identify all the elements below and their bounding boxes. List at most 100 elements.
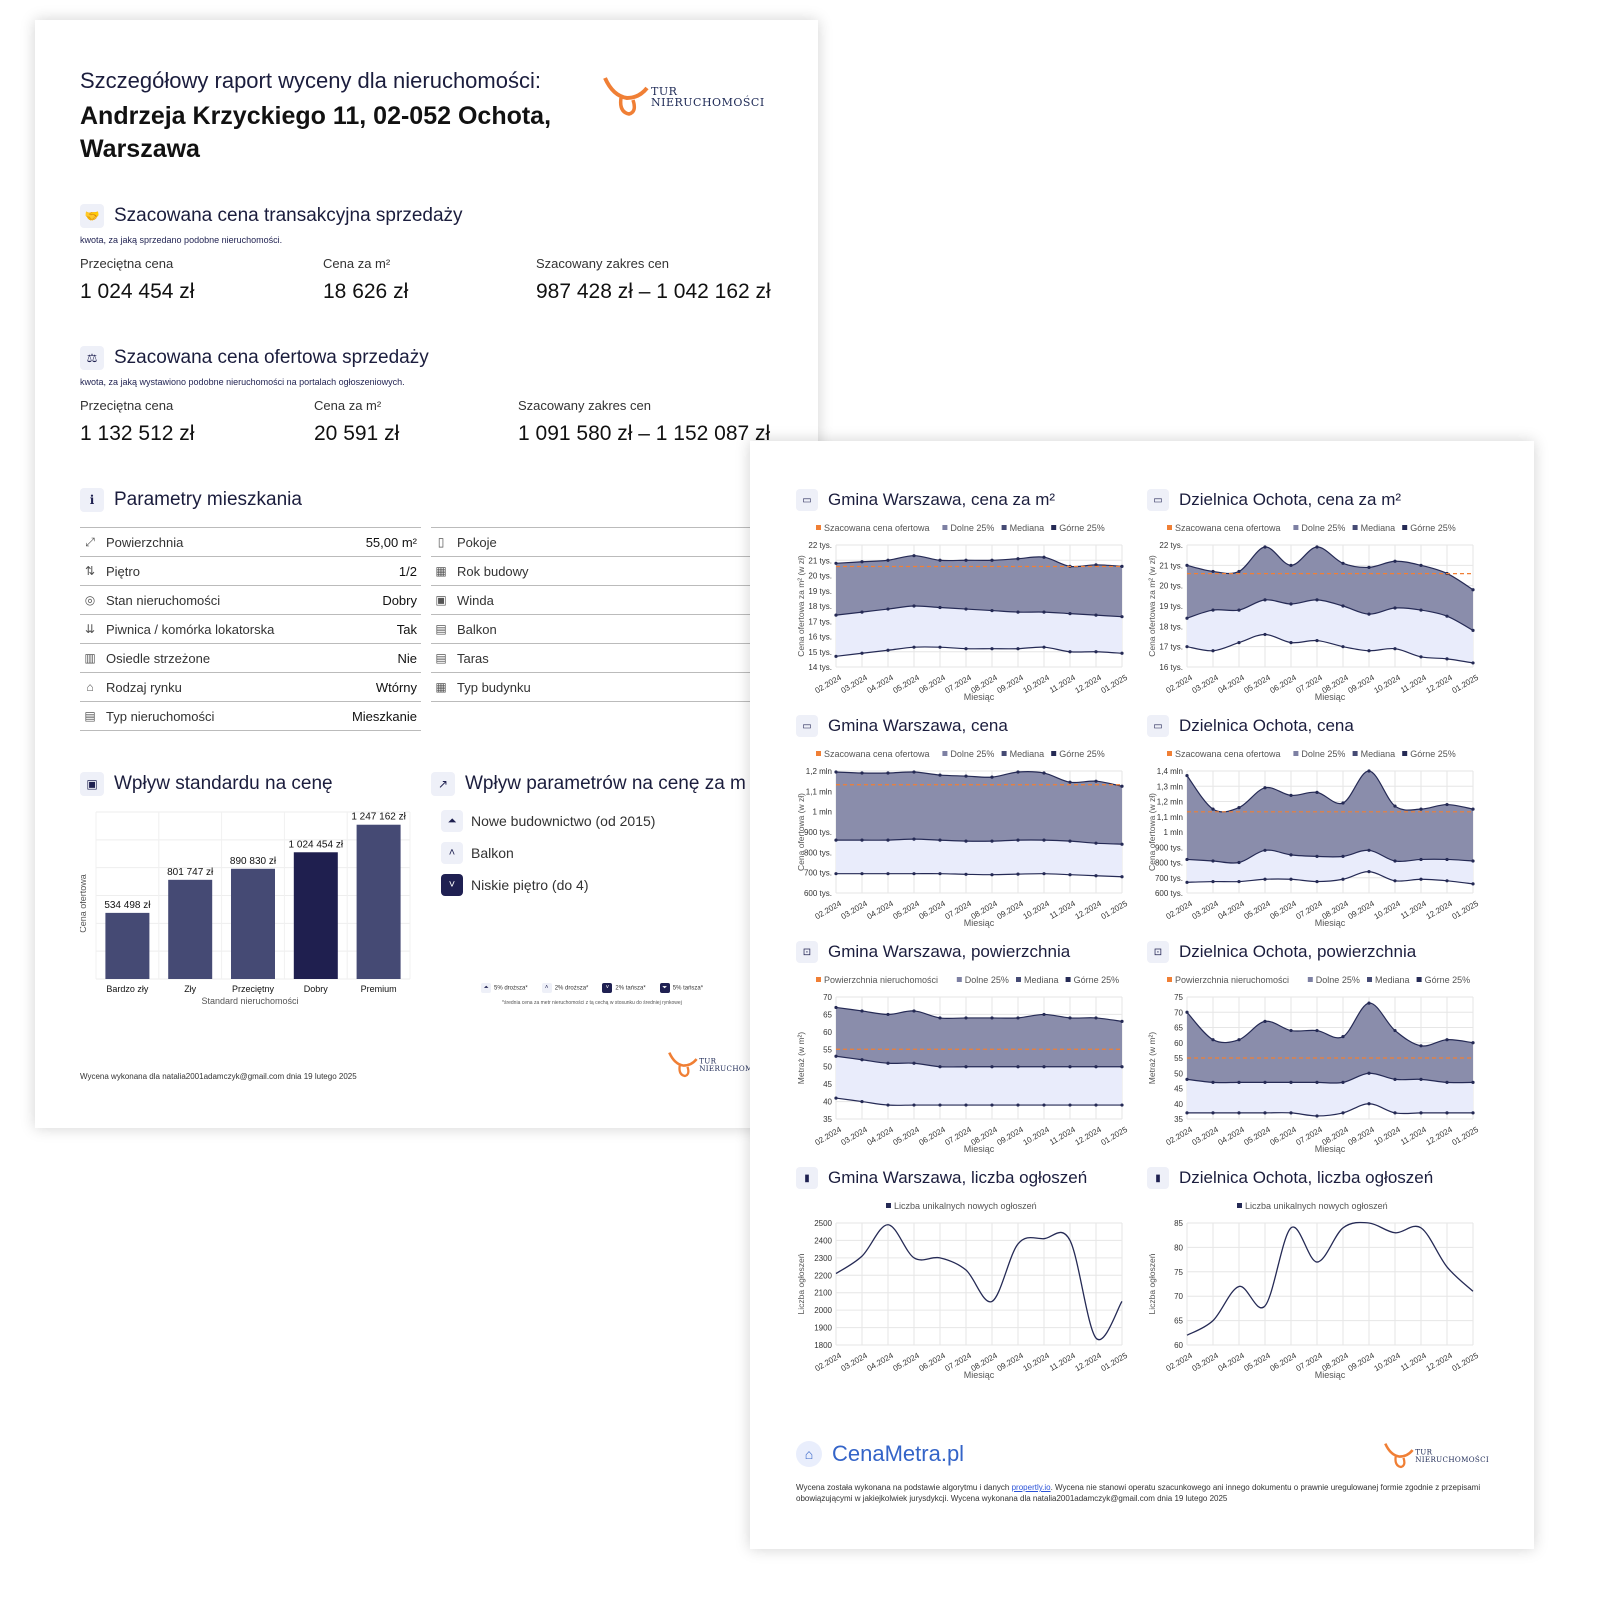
band-upper	[836, 1007, 1122, 1067]
data-point	[938, 838, 942, 842]
x-tick-label: 12.2024	[1424, 1125, 1454, 1148]
y-axis-label: Cena ofertowa (w zł)	[1147, 793, 1157, 871]
building-icon: ▦	[435, 680, 447, 694]
data-point	[1315, 879, 1319, 884]
legend-marker	[1293, 751, 1299, 756]
y-tick-label: 1 mln	[1163, 828, 1183, 837]
data-point	[1341, 645, 1345, 649]
transaction-m2-label: Cena za m²	[323, 256, 391, 271]
transaction-avg-label: Przeciętna cena	[80, 256, 174, 271]
data-point	[1237, 1038, 1241, 1042]
data-point	[1016, 557, 1020, 561]
x-tick-label: 04.2024	[1216, 899, 1246, 922]
data-point	[1042, 555, 1046, 559]
y-tick-label: 2200	[814, 1271, 832, 1280]
data-point	[938, 773, 942, 777]
y-tick-label: 16 tys.	[808, 633, 832, 642]
data-point	[1315, 1114, 1319, 1118]
condition-icon: ◎	[84, 593, 96, 607]
chart-title-c7: ▮ Gmina Warszawa, liczba ogłoszeń	[796, 1167, 1087, 1189]
x-tick-label: 01.2025	[1099, 673, 1129, 696]
floorplan-icon: ⊡	[1147, 941, 1169, 963]
y-tick-label: 65	[1174, 1024, 1183, 1033]
disclaimer: Wycena została wykonana na podstawie alg…	[796, 1483, 1481, 1503]
data-point	[1393, 1111, 1397, 1115]
band-lower	[836, 605, 1122, 657]
band-lower	[1187, 1073, 1473, 1116]
chart-c6: Powierzchnia nieruchomości Dolne 25% Media…	[1147, 975, 1480, 1154]
data-point	[1471, 1080, 1475, 1084]
floor-icon: ⇅	[84, 564, 96, 578]
data-point	[964, 1065, 968, 1069]
legend-label: Mediana	[1361, 523, 1396, 533]
y-tick-label: 17 tys.	[808, 617, 832, 626]
data-point	[1237, 879, 1241, 884]
y-tick-label: 1,1 mln	[806, 787, 832, 796]
data-point	[990, 775, 994, 779]
chart-c2: Szacowana cena ofertowa Dolne 25% Mediana G…	[1147, 523, 1480, 702]
y-tick-label: 2300	[814, 1254, 832, 1263]
y-tick-label: 19 tys.	[1159, 602, 1183, 611]
legend-label: Górne 25%	[1425, 975, 1471, 985]
data-point	[1289, 853, 1293, 857]
influence-section-title: ↗ Wpływ parametrów na cenę za m	[431, 772, 746, 796]
y-tick-label: 45	[1174, 1085, 1183, 1094]
data-point	[912, 1103, 916, 1107]
data-point	[1263, 877, 1267, 881]
data-point	[1445, 857, 1449, 862]
data-point	[1289, 877, 1293, 881]
legend-label: Szacowana cena ofertowa	[824, 523, 930, 533]
y-tick-label: 75	[1174, 993, 1183, 1002]
x-tick-label: 05.2024	[1242, 1351, 1272, 1374]
data-point	[1393, 559, 1397, 563]
data-point	[1393, 859, 1397, 863]
series-median	[835, 1055, 1122, 1068]
x-tick-label: 06.2024	[1268, 673, 1298, 696]
legend-label: Szacowana cena ofertowa	[1175, 523, 1281, 533]
data-point	[1185, 1010, 1189, 1014]
data-point	[886, 558, 890, 562]
bull-logo-icon	[668, 1052, 698, 1078]
legend-label: Powierzchnia nieruchomości	[824, 975, 938, 985]
y-tick-label: 85	[1174, 1219, 1183, 1228]
terrace-icon: ▤	[435, 651, 447, 665]
param-label: Rodzaj rynku	[106, 679, 182, 695]
data-point	[1094, 563, 1098, 567]
x-tick-label: Bardzo zły	[106, 984, 149, 994]
data-point	[1393, 879, 1397, 883]
data-point	[938, 645, 942, 649]
bar-data-label: 1 247 162 zł	[351, 812, 406, 823]
band-lower	[836, 839, 1122, 877]
data-point	[860, 1009, 864, 1013]
data-point	[886, 648, 890, 652]
data-point	[1263, 1080, 1267, 1084]
x-tick-label: 01.2025	[1099, 899, 1129, 922]
x-tick-label: 09.2024	[995, 1125, 1025, 1148]
data-point	[1185, 773, 1189, 778]
propertly-link[interactable]: propertly.io	[1011, 1483, 1051, 1492]
series-listings	[1186, 1221, 1474, 1336]
data-point	[1419, 563, 1423, 567]
x-tick-label: Dobry	[304, 984, 329, 994]
data-point	[1315, 1080, 1319, 1084]
floorplan-icon: ⊡	[796, 941, 818, 963]
data-point	[1419, 1111, 1423, 1115]
data-point	[886, 1103, 890, 1107]
x-tick-label: 09.2024	[1346, 899, 1376, 922]
transaction-range-value: 987 428 zł – 1 042 162 zł	[536, 280, 771, 303]
data-point	[1341, 1035, 1345, 1039]
data-point	[964, 1103, 968, 1107]
legend-label: Szacowana cena ofertowa	[824, 749, 930, 759]
data-point	[1367, 612, 1371, 616]
y-tick-label: 2400	[814, 1236, 832, 1245]
x-tick-label: 05.2024	[891, 1125, 921, 1148]
data-point	[1185, 880, 1189, 884]
data-point	[1289, 641, 1293, 645]
data-point	[1211, 859, 1215, 863]
data-point	[1419, 655, 1423, 659]
data-point	[964, 558, 968, 562]
data-point	[912, 770, 916, 774]
tur-logo: TUR NIERUCHOMOŚCI	[603, 74, 773, 118]
x-axis-label: Miesiąc	[964, 692, 995, 702]
param-row: ▥ Osiedle strzeżone Nie	[80, 644, 421, 673]
